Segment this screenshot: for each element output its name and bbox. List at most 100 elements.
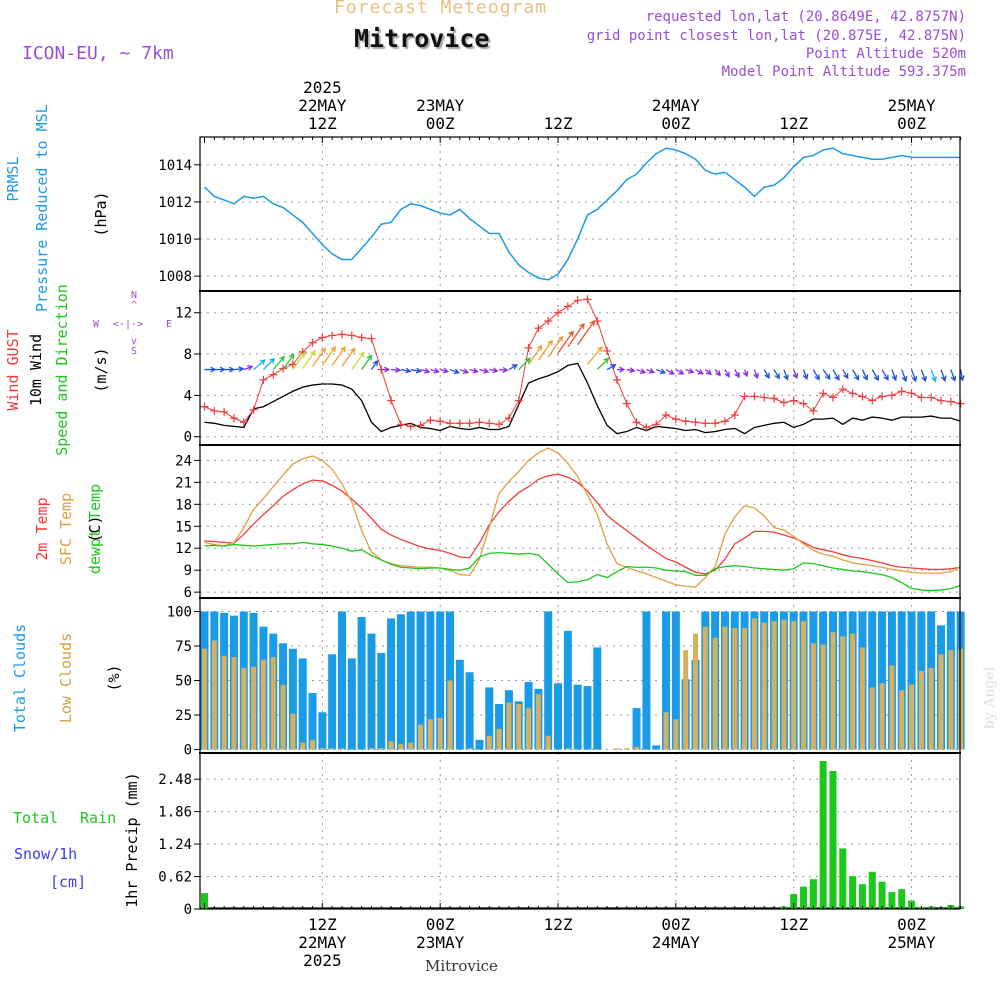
bottom-time-label: 12Z <box>544 915 573 934</box>
wind-arrow <box>812 369 820 381</box>
gust-marker <box>937 396 945 405</box>
low-cloud-bar <box>761 622 767 750</box>
low-cloud-bar <box>496 728 502 750</box>
gust-marker <box>485 419 494 428</box>
total-cloud-bar <box>396 614 405 750</box>
low-cloud-bar <box>869 687 875 750</box>
gust-marker <box>720 417 729 426</box>
gust-marker <box>681 417 690 426</box>
gust-marker <box>956 399 965 408</box>
wind-arrow <box>636 368 647 374</box>
wind-arrow <box>596 357 610 371</box>
low-cloud-bar <box>879 683 885 750</box>
y-tick-label: 1014 <box>158 158 192 174</box>
wind-arrow <box>950 369 957 382</box>
gust-marker <box>563 302 572 311</box>
low-cloud-bar <box>742 628 748 750</box>
low-cloud-bar <box>270 657 276 750</box>
gust-marker <box>760 393 769 402</box>
wind-arrow <box>508 364 519 371</box>
point-altitude: Point Altitude 520m <box>805 46 966 62</box>
total-cloud-bar <box>593 647 602 750</box>
wind-arrow <box>233 366 245 373</box>
gust-marker <box>946 397 955 406</box>
low-cloud-bar <box>801 621 807 750</box>
low-cloud-bar <box>702 626 708 750</box>
gust-marker <box>554 308 563 317</box>
wind-arrow <box>763 369 770 379</box>
wind10m-line <box>204 362 961 435</box>
gust-marker <box>858 392 867 401</box>
gust-marker <box>917 393 926 402</box>
total-cloud-bar <box>455 659 464 750</box>
rain-bar <box>839 848 847 909</box>
gust-marker <box>573 296 582 305</box>
wind-arrow <box>311 347 326 367</box>
y-tick-label: 1.24 <box>158 837 192 853</box>
gust-marker <box>612 375 621 384</box>
grid-coords: grid point closest lon,lat (20.875E, 42.… <box>586 28 966 44</box>
top-time-label: 12Z <box>544 114 573 133</box>
compass-s: S <box>131 346 138 357</box>
wind-arrow <box>842 369 849 380</box>
top-time-label: 23MAY <box>416 96 465 115</box>
wind-arrow <box>704 369 712 376</box>
low-cloud-bar <box>859 647 865 750</box>
total-cloud-bar <box>897 611 906 750</box>
total-cloud-bar <box>357 617 366 750</box>
wind-arrow <box>459 368 470 374</box>
gust-marker <box>347 331 356 340</box>
low-cloud-bar <box>211 640 217 750</box>
low-cloud-bar <box>958 648 964 750</box>
total-cloud-bar <box>868 611 877 750</box>
compass-down: v <box>131 336 138 347</box>
total-cloud-bar <box>485 687 494 750</box>
y-tick-label: 1.86 <box>158 805 192 821</box>
y-tick-label: 12 <box>175 306 192 322</box>
y-tick-label: 18 <box>175 497 192 513</box>
y-tick-label: 25 <box>175 708 192 724</box>
wind-arrow <box>930 369 937 383</box>
rain-bar <box>868 871 876 909</box>
wind-arrow <box>370 359 379 370</box>
y-tick-label: 21 <box>175 475 192 491</box>
compass-row: <-|-> <box>113 319 144 330</box>
wind-arrow <box>577 320 595 346</box>
gust-marker <box>318 333 327 342</box>
gust-marker <box>446 419 454 428</box>
gust-marker <box>750 392 759 401</box>
rain-bar <box>858 884 866 909</box>
bottom-time-label: 2025 <box>303 951 342 970</box>
low-cloud-bar <box>339 748 345 750</box>
total-cloud-bar <box>377 652 386 750</box>
total-cloud-bar <box>337 611 346 750</box>
gust-marker <box>701 419 710 428</box>
bottom-time-label: 25MAY <box>887 933 936 952</box>
gust-marker <box>229 414 238 423</box>
low-cloud-bar <box>368 748 374 750</box>
wind-arrow <box>440 367 450 374</box>
total-cloud-bar <box>347 658 356 750</box>
gust-marker <box>259 375 268 384</box>
y-tick-label: 50 <box>175 674 192 690</box>
low-cloud-bar <box>202 648 207 750</box>
rain-bar <box>201 893 208 909</box>
low-cloud-bar <box>909 684 915 750</box>
compass-w: W <box>93 319 100 330</box>
wind-arrow <box>891 369 898 382</box>
y-tick-label: 12 <box>175 541 192 557</box>
precip-rain-label: Rain <box>80 809 117 827</box>
low-cloud-bar <box>899 690 905 750</box>
total-cloud-bar <box>907 611 916 750</box>
low-cloud-bar <box>722 626 728 750</box>
low-cloud-bar <box>751 618 757 750</box>
wind-arrow <box>302 349 316 369</box>
low-cloud-bar <box>820 644 826 750</box>
low-cloud-bar <box>889 665 895 750</box>
total-cloud-bar <box>495 704 504 750</box>
gust-marker <box>603 346 612 355</box>
gust-marker <box>907 389 916 398</box>
top-time-label: 12Z <box>779 114 808 133</box>
location-title: Mitrovice <box>354 24 490 53</box>
